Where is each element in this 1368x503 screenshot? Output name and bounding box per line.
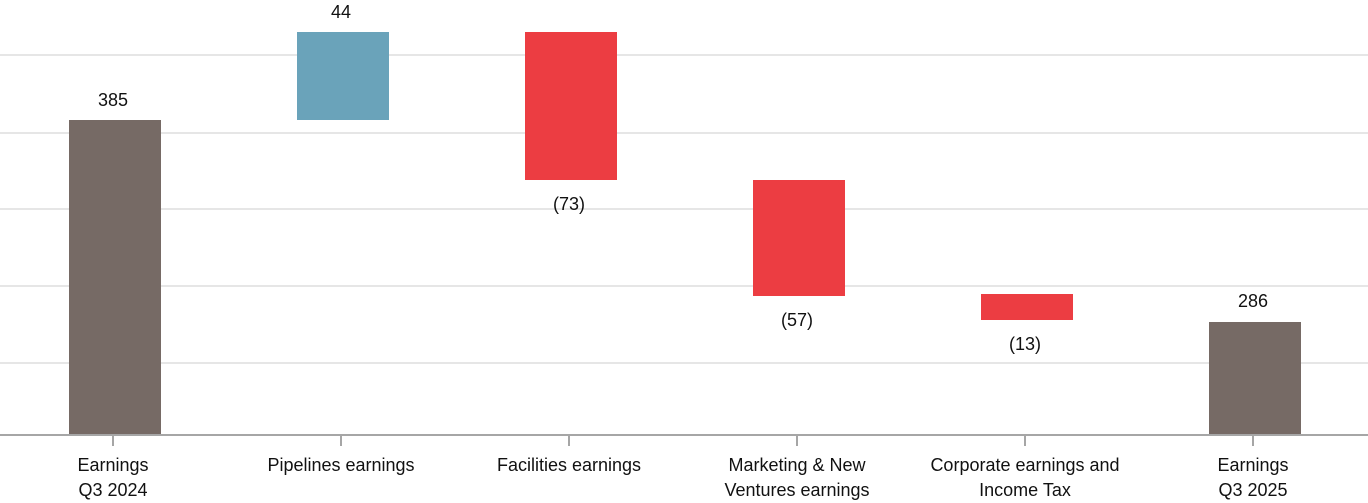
data-label: 44 xyxy=(330,2,352,22)
x-tick xyxy=(796,435,798,446)
gridline xyxy=(0,208,1368,210)
data-label: (73) xyxy=(552,194,585,214)
gridline xyxy=(0,54,1368,56)
bar-facilities-earnings xyxy=(525,32,617,180)
data-label: 385 xyxy=(97,90,129,110)
data-label: 286 xyxy=(1237,291,1269,311)
x-tick-label: Earnings Q3 2025 xyxy=(1217,455,1289,500)
x-tick xyxy=(1252,435,1254,446)
x-tick-label: Marketing & New Ventures earnings xyxy=(724,455,870,500)
x-tick xyxy=(1024,435,1026,446)
x-tick-label: Corporate earnings and Income Tax xyxy=(930,455,1120,500)
x-tick xyxy=(112,435,114,446)
data-label: (13) xyxy=(1008,334,1041,354)
gridline xyxy=(0,285,1368,287)
bar-earnings-q3-2024 xyxy=(69,120,161,435)
x-tick-label: Pipelines earnings xyxy=(267,455,415,475)
gridline xyxy=(0,362,1368,364)
gridline xyxy=(0,132,1368,134)
bar-corporate-earnings-income-tax xyxy=(981,294,1073,320)
x-tick-label: Facilities earnings xyxy=(496,455,642,475)
x-tick xyxy=(568,435,570,446)
x-tick-label: Earnings Q3 2024 xyxy=(77,455,149,500)
bar-pipelines-earnings xyxy=(297,32,389,120)
bar-earnings-q3-2025 xyxy=(1209,322,1301,435)
x-tick xyxy=(340,435,342,446)
bar-marketing-new-ventures-earnings xyxy=(753,180,845,296)
data-label: (57) xyxy=(780,310,813,330)
x-axis-line xyxy=(0,434,1368,436)
